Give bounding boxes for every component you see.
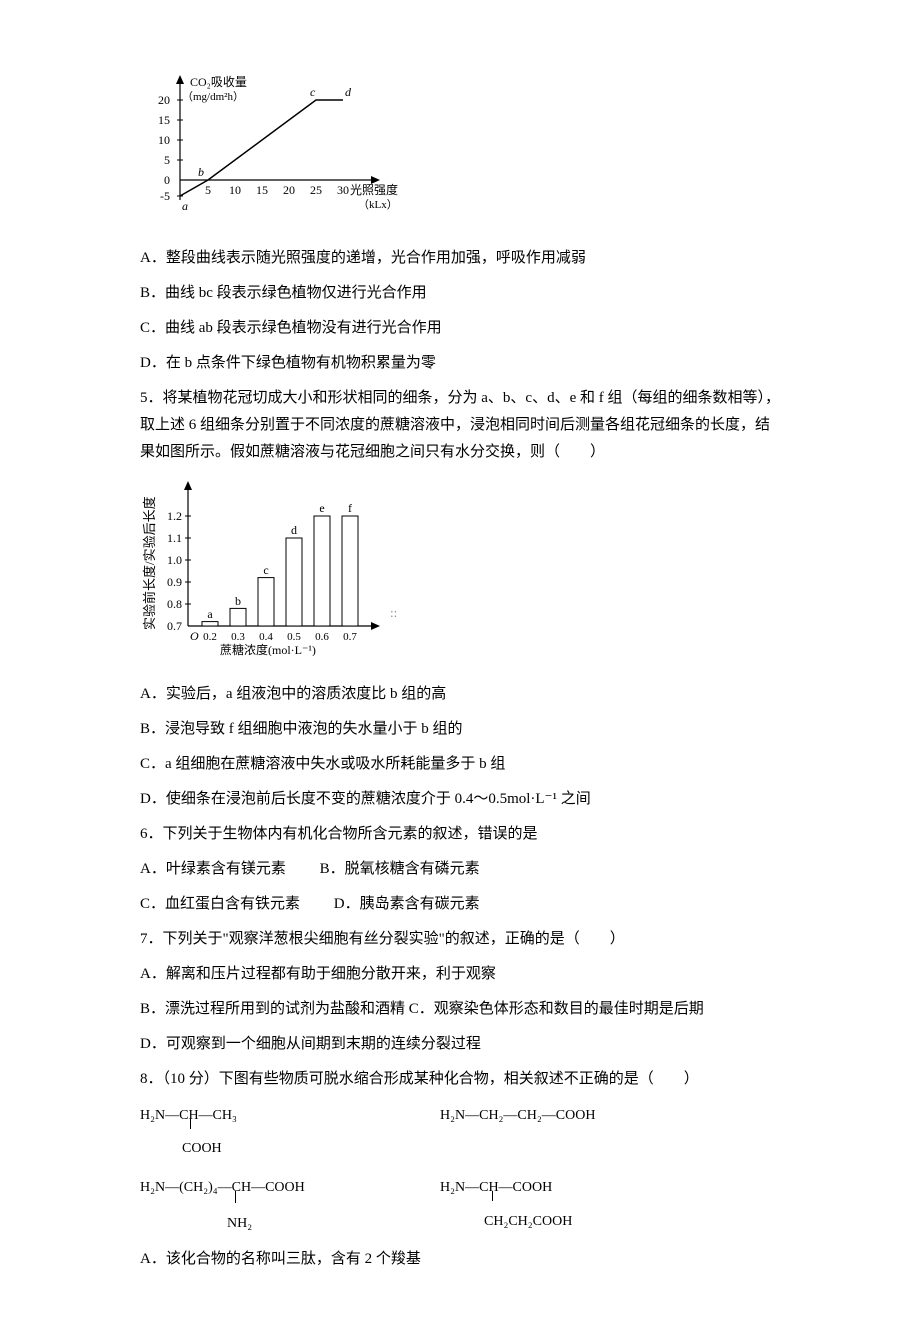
formula-2: H₂N—CH₂—CH₂—COOH bbox=[440, 1103, 595, 1128]
x-tick: 15 bbox=[256, 183, 268, 197]
svg-text:a: a bbox=[207, 607, 213, 621]
svg-text:b: b bbox=[235, 594, 241, 608]
x-axis-unit: （kLx） bbox=[358, 198, 398, 211]
q6-option-b: B．脱氧核糖含有磷元素 bbox=[320, 856, 480, 883]
svg-text:0.2: 0.2 bbox=[203, 631, 217, 643]
y-tick: 5 bbox=[164, 153, 170, 167]
q4-option-b: B．曲线 bc 段表示绿色植物仅进行光合作用 bbox=[140, 280, 780, 307]
svg-text:0.6: 0.6 bbox=[315, 631, 329, 643]
x-axis-label: 光照强度 bbox=[350, 182, 398, 197]
svg-text:c: c bbox=[263, 563, 268, 577]
svg-text:f: f bbox=[348, 501, 352, 515]
y-axis-label: 实验前长度/实验后长度 bbox=[142, 496, 157, 630]
x-tick: 20 bbox=[283, 183, 295, 197]
svg-text:d: d bbox=[291, 523, 297, 537]
q6-stem: 6．下列关于生物体内有机化合物所含元素的叙述，错误的是 bbox=[140, 821, 780, 848]
svg-text:1.0: 1.0 bbox=[167, 553, 182, 567]
svg-text:0.4: 0.4 bbox=[259, 631, 273, 643]
q8-stem: 8．（10 分）下图有些物质可脱水缩合形成某种化合物，相关叙述不正确的是（ ） bbox=[140, 1066, 780, 1093]
svg-text:0.7: 0.7 bbox=[167, 619, 182, 633]
svg-text:0.7: 0.7 bbox=[343, 631, 357, 643]
q5-option-b: B．浸泡导致 f 组细胞中液泡的失水量小于 b 组的 bbox=[140, 716, 780, 743]
y-tick: 20 bbox=[158, 93, 170, 107]
q7-option-c: C．观察染色体形态和数目的最佳时期是后期 bbox=[409, 1001, 704, 1017]
svg-text:e: e bbox=[319, 501, 324, 515]
formula-3: H₂N—(CH₂)₄—CH—COOH bbox=[140, 1175, 320, 1200]
q6-option-d: D．胰岛素含有碳元素 bbox=[334, 891, 480, 918]
line-chart-co2: -5 0 5 10 15 20 5 10 15 20 25 30 a b c d… bbox=[140, 70, 780, 230]
svg-text:0.8: 0.8 bbox=[167, 597, 182, 611]
q8-option-a: A．该化合物的名称叫三肽，含有 2 个羧基 bbox=[140, 1246, 780, 1273]
point-label: b bbox=[198, 165, 204, 179]
formula-4-sub: CH₂CH₂COOH bbox=[484, 1209, 572, 1234]
x-tick: 5 bbox=[205, 183, 211, 197]
formula-4: H₂N—CH—COOH bbox=[440, 1175, 572, 1200]
q7-stem: 7．下列关于"观察洋葱根尖细胞有丝分裂实验"的叙述，正确的是（ ） bbox=[140, 926, 780, 953]
x-tick: 25 bbox=[310, 183, 322, 197]
q4-option-a: A．整段曲线表示随光照强度的递增，光合作用加强，呼吸作用减弱 bbox=[140, 245, 780, 272]
y-axis-label: CO₂吸收量 bbox=[190, 75, 247, 89]
origin-label: O bbox=[190, 629, 199, 643]
y-tick: 0 bbox=[164, 173, 170, 187]
q5-option-d: D．使细条在浸泡前后长度不变的蔗糖浓度介于 0.4～0.5mol·L⁻¹ 之间 bbox=[140, 786, 780, 813]
formula-1-sub: COOH bbox=[182, 1136, 320, 1161]
q7-option-a: A．解离和压片过程都有助于细胞分散开来，利于观察 bbox=[140, 961, 780, 988]
point-label: c bbox=[310, 85, 316, 99]
svg-text:1.2: 1.2 bbox=[167, 509, 182, 523]
watermark: :: bbox=[390, 601, 397, 624]
point-label: a bbox=[182, 199, 188, 213]
svg-text:0.9: 0.9 bbox=[167, 575, 182, 589]
q5-option-c: C．a 组细胞在蔗糖溶液中失水或吸水所耗能量多于 b 组 bbox=[140, 751, 780, 778]
svg-text:0.3: 0.3 bbox=[231, 631, 245, 643]
q6-option-c: C．血红蛋白含有铁元素 bbox=[140, 891, 300, 918]
x-tick: 30 bbox=[337, 183, 349, 197]
formula-3-sub: NH₂ bbox=[227, 1211, 320, 1236]
q4-option-d: D．在 b 点条件下绿色植物有机物积累量为零 bbox=[140, 350, 780, 377]
x-axis-label: 蔗糖浓度(mol·L⁻¹) bbox=[220, 642, 316, 656]
y-tick: -5 bbox=[160, 189, 170, 203]
y-axis-unit: （mg/dm²h） bbox=[182, 90, 244, 103]
x-tick: 10 bbox=[229, 183, 241, 197]
q5-option-a: A．实验后，a 组液泡中的溶质浓度比 b 组的高 bbox=[140, 681, 780, 708]
bar-chart-sucrose: 0.7 0.8 0.9 1.0 1.1 1.2 0.2 0.3 0.4 0.5 … bbox=[140, 476, 780, 666]
y-tick: 10 bbox=[158, 133, 170, 147]
point-label: d bbox=[345, 85, 352, 99]
y-tick: 15 bbox=[158, 113, 170, 127]
formula-diagram: H₂N—CH—CH₃ COOH H₂N—CH₂—CH₂—COOH H₂N—(CH… bbox=[140, 1103, 780, 1236]
q7-option-b: B．漂洗过程所用到的试剂为盐酸和酒精 bbox=[140, 1001, 405, 1017]
q7-option-d: D．可观察到一个细胞从间期到末期的连续分裂过程 bbox=[140, 1031, 780, 1058]
svg-text:0.5: 0.5 bbox=[287, 631, 301, 643]
q5-stem: 5．将某植物花冠切成大小和形状相同的细条，分为 a、b、c、d、e 和 f 组（… bbox=[140, 385, 780, 466]
svg-text:1.1: 1.1 bbox=[167, 531, 182, 545]
q6-option-a: A．叶绿素含有镁元素 bbox=[140, 856, 286, 883]
formula-1: H₂N—CH—CH₃ bbox=[140, 1103, 320, 1128]
q4-option-c: C．曲线 ab 段表示绿色植物没有进行光合作用 bbox=[140, 315, 780, 342]
